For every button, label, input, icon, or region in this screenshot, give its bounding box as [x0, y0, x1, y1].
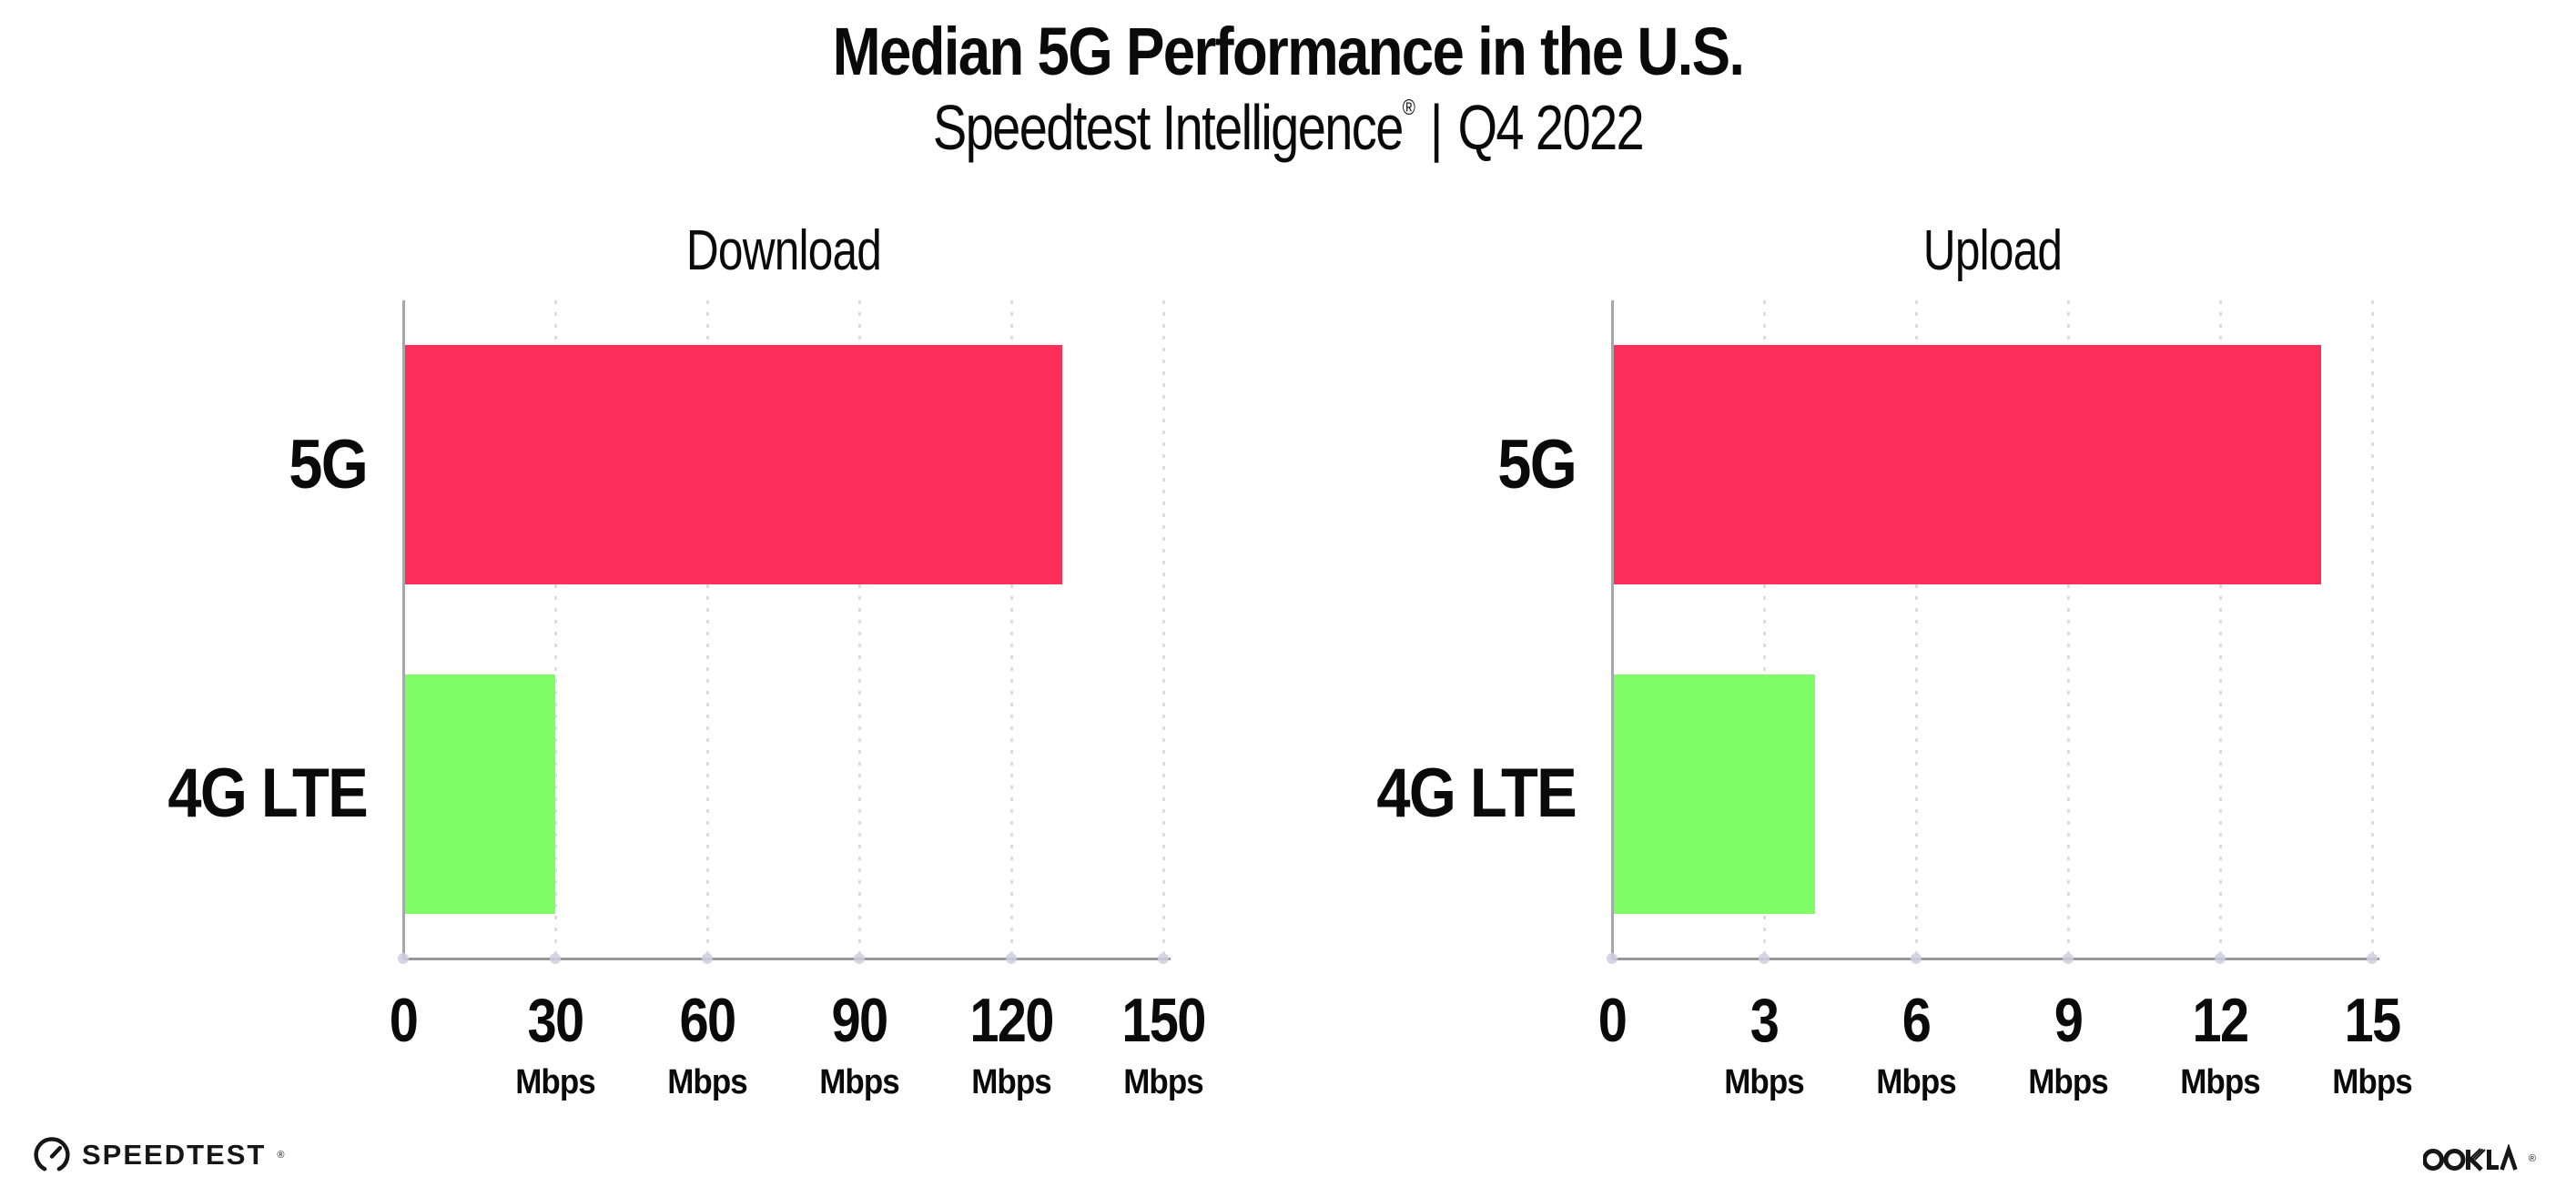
gridline-upload-6 — [1914, 300, 1918, 959]
category-label-4g-lte-upload: 4G LTE — [1376, 755, 1577, 833]
category-label-4g-lte-download: 4G LTE — [167, 755, 368, 833]
tick-unit-download-120: Mbps — [971, 1063, 1052, 1101]
axis-dot-download-60 — [702, 953, 713, 964]
chart-title-download: Download — [685, 219, 881, 282]
tick-label-download-90: 90 — [831, 986, 889, 1055]
ookla-logo: ® — [2422, 1141, 2536, 1176]
page-title: Median 5G Performance in the U.S. — [832, 14, 1745, 89]
bar-4g-lte-upload — [1612, 674, 1815, 914]
tick-label-upload-0: 0 — [1597, 986, 1628, 1055]
gridline-download-30 — [553, 300, 557, 959]
registered-mark: ® — [1402, 96, 1415, 120]
tick-unit-upload-3: Mbps — [1724, 1063, 1805, 1101]
axis-dot-download-30 — [550, 953, 561, 964]
tick-unit-download-60: Mbps — [667, 1063, 748, 1101]
bar-4g-lte-download — [403, 674, 555, 914]
tick-unit-download-30: Mbps — [515, 1063, 596, 1101]
gridline-download-120 — [1009, 300, 1013, 959]
tick-label-download-0: 0 — [389, 986, 419, 1055]
tick-label-download-30: 30 — [527, 986, 585, 1055]
gridline-upload-9 — [2066, 300, 2070, 959]
tick-label-upload-12: 12 — [2192, 986, 2250, 1055]
tick-label-upload-6: 6 — [1902, 986, 1932, 1055]
tick-unit-download-150: Mbps — [1123, 1063, 1204, 1101]
tick-label-download-60: 60 — [679, 986, 737, 1055]
axis-dot-download-90 — [854, 953, 865, 964]
subtitle-period: Q4 2022 — [1457, 92, 1644, 163]
axis-dot-upload-15 — [2367, 953, 2378, 964]
y-axis-upload — [1610, 300, 1614, 959]
y-axis-download — [401, 300, 405, 959]
speedtest-gauge-icon — [33, 1136, 71, 1174]
tick-unit-download-90: Mbps — [819, 1063, 900, 1101]
axis-dot-upload-9 — [2063, 953, 2074, 964]
gridline-upload-3 — [1762, 300, 1766, 959]
gridline-download-90 — [857, 300, 861, 959]
axis-dot-download-150 — [1158, 953, 1169, 964]
gridline-download-60 — [705, 300, 709, 959]
category-label-5g-upload: 5G — [1497, 425, 1577, 503]
gridline-upload-15 — [2370, 300, 2374, 959]
speedtest-wordmark: SPEEDTEST — [82, 1139, 267, 1171]
speedtest-logo: SPEEDTEST ® — [33, 1134, 284, 1176]
page-subtitle: Speedtest Intelligence® | Q4 2022 — [258, 91, 2318, 164]
axis-dot-upload-3 — [1759, 953, 1770, 964]
ookla-registered-mark: ® — [2528, 1153, 2536, 1164]
axis-dot-upload-6 — [1911, 953, 1922, 964]
subtitle-separator: | — [1429, 92, 1444, 163]
bar-5g-upload — [1612, 345, 2322, 585]
chart-title-upload: Upload — [1922, 219, 2062, 282]
tick-label-download-150: 150 — [1121, 986, 1206, 1055]
axis-dot-download-120 — [1006, 953, 1017, 964]
gridline-upload-12 — [2218, 300, 2222, 959]
gridline-download-150 — [1161, 300, 1165, 959]
axis-dot-download-0 — [398, 953, 409, 964]
tick-unit-upload-15: Mbps — [2332, 1063, 2413, 1101]
subtitle-brand: Speedtest Intelligence — [932, 92, 1404, 163]
tick-label-upload-3: 3 — [1749, 986, 1780, 1055]
tick-label-download-120: 120 — [969, 986, 1054, 1055]
bar-5g-download — [403, 345, 1062, 585]
tick-label-upload-9: 9 — [2054, 986, 2084, 1055]
tick-label-upload-15: 15 — [2344, 986, 2402, 1055]
tick-unit-upload-9: Mbps — [2028, 1063, 2109, 1101]
ookla-wordmark-icon — [2422, 1144, 2518, 1173]
x-axis-upload — [1612, 957, 2379, 960]
axis-dot-upload-0 — [1607, 953, 1618, 964]
axis-dot-upload-12 — [2215, 953, 2226, 964]
tick-unit-upload-6: Mbps — [1876, 1063, 1957, 1101]
x-axis-download — [403, 957, 1171, 960]
tick-unit-upload-12: Mbps — [2180, 1063, 2261, 1101]
category-label-5g-download: 5G — [289, 425, 368, 503]
speedtest-registered-mark: ® — [277, 1150, 285, 1161]
